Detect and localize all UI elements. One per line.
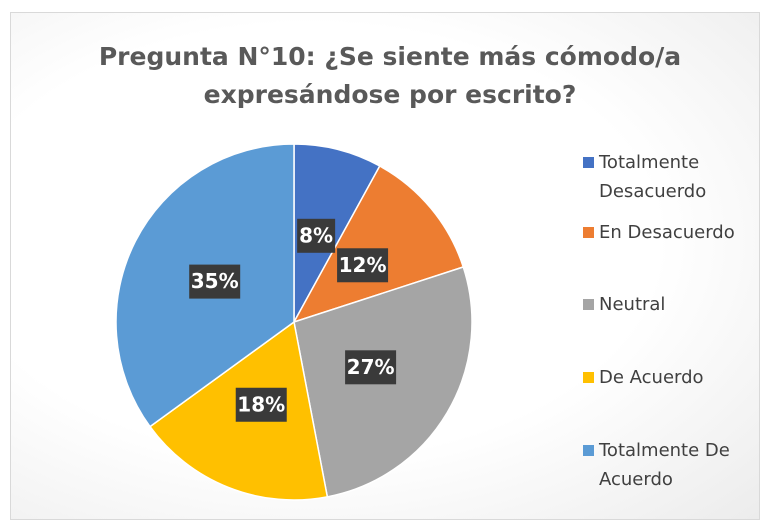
legend-swatch (583, 445, 594, 456)
legend-swatch (583, 299, 594, 310)
legend-item: Totalmente Desacuerdo (583, 148, 753, 206)
pie-slice (293, 143, 381, 323)
legend-item: De Acuerdo (583, 363, 704, 392)
data-label-box (235, 387, 287, 422)
legend-label: En Desacuerdo (599, 222, 735, 243)
legend-swatch (583, 372, 594, 383)
data-label-box (337, 248, 389, 283)
legend-label: Totalmente Desacuerdo (599, 152, 707, 202)
legend-swatch (583, 227, 594, 238)
legend-item: Neutral (583, 290, 665, 319)
data-label: 12% (339, 253, 387, 277)
legend-swatch (583, 157, 594, 168)
pie-slice (292, 164, 465, 324)
data-label: 27% (347, 355, 395, 379)
data-label: 8% (299, 223, 333, 247)
legend-item: En Desacuerdo (583, 218, 735, 247)
data-label-box (345, 350, 397, 385)
data-label-box (297, 218, 336, 253)
legend-label: Totalmente De Acuerdo (599, 440, 730, 490)
chart-title: Pregunta N°10: ¿Se siente más cómodo/a e… (98, 42, 682, 109)
data-label: 35% (191, 269, 239, 293)
legend-label: De Acuerdo (599, 367, 704, 388)
data-label-box (189, 264, 241, 299)
legend-label: Neutral (599, 294, 666, 315)
legend-item: Totalmente De Acuerdo (583, 436, 753, 494)
data-label: 18% (237, 392, 285, 416)
